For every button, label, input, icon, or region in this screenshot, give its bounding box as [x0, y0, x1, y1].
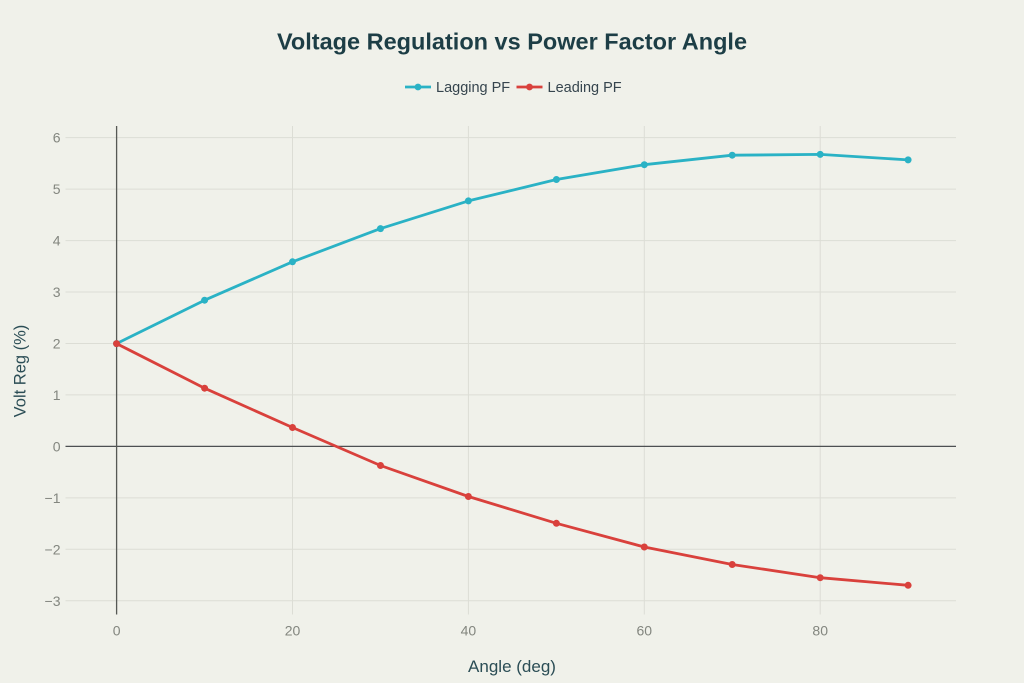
svg-text:4: 4: [53, 233, 61, 249]
svg-text:60: 60: [637, 623, 653, 639]
svg-text:−2: −2: [45, 541, 61, 557]
svg-text:40: 40: [461, 623, 477, 639]
svg-text:80: 80: [812, 623, 828, 639]
svg-text:Angle (deg): Angle (deg): [468, 657, 556, 676]
svg-text:Voltage Regulation vs Power Fa: Voltage Regulation vs Power Factor Angle: [277, 29, 747, 55]
svg-text:Leading PF: Leading PF: [548, 80, 622, 96]
svg-text:3: 3: [53, 284, 61, 300]
svg-text:0: 0: [113, 623, 121, 639]
svg-text:1: 1: [53, 387, 61, 403]
svg-text:Lagging PF: Lagging PF: [436, 80, 510, 96]
svg-text:5: 5: [53, 181, 61, 197]
svg-text:0: 0: [53, 438, 61, 454]
svg-text:−1: −1: [45, 490, 61, 506]
svg-text:20: 20: [285, 623, 301, 639]
svg-text:−3: −3: [45, 593, 61, 609]
svg-text:2: 2: [53, 336, 61, 352]
svg-text:Volt Reg (%): Volt Reg (%): [12, 325, 30, 418]
svg-text:6: 6: [53, 130, 61, 146]
